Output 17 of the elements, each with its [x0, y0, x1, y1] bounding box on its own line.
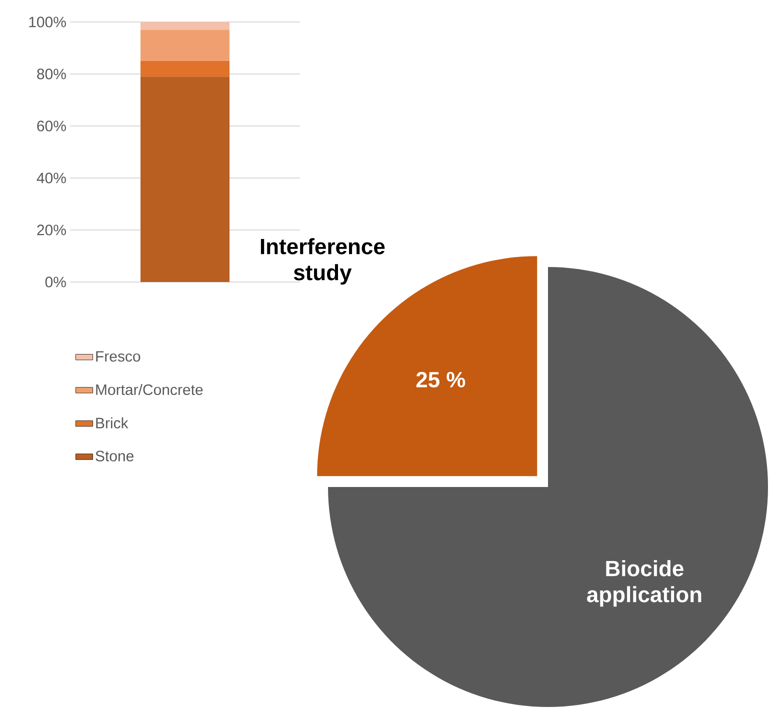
y-tick-label: 0%	[45, 276, 66, 288]
y-tick-label: 80%	[37, 68, 66, 80]
slice-label: Biocide application	[587, 560, 702, 607]
y-tick-label: 40%	[36, 172, 66, 184]
legend-label: Fresco	[96, 351, 140, 362]
y-tick-label: 20%	[37, 224, 66, 236]
data-label: 25 %	[416, 372, 466, 388]
y-tick-label: 60%	[37, 120, 66, 132]
bar	[140, 22, 230, 30]
legend-label: Stone	[96, 450, 134, 462]
legend-label: Mortar/Concrete	[96, 384, 203, 396]
bar	[140, 76, 230, 282]
y-tick-label: 100%	[29, 16, 66, 28]
bar	[140, 30, 230, 61]
legend-label: Brick	[96, 417, 128, 428]
bar	[140, 60, 230, 77]
slice-label: Interference study	[260, 238, 385, 285]
